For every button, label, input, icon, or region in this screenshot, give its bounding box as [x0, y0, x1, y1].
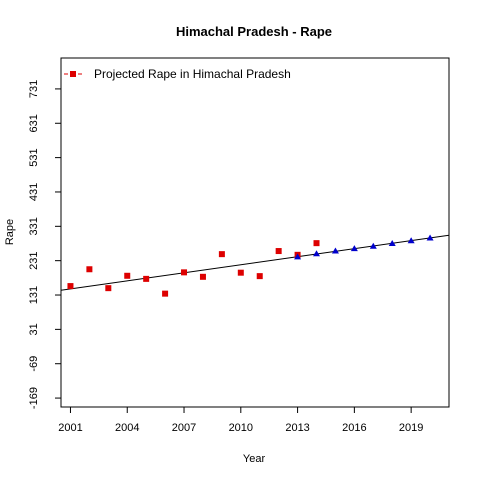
- y-axis-label: Rape: [4, 219, 16, 245]
- y-tick-label: 731: [28, 80, 40, 98]
- data-point-triangle: [426, 234, 434, 241]
- data-point-square: [199, 273, 206, 280]
- data-point-square: [256, 273, 263, 280]
- x-tick-label: 2004: [115, 422, 139, 434]
- plot-frame: [60, 57, 450, 408]
- data-point-triangle: [294, 253, 302, 260]
- chart-title: Himachal Pradesh - Rape: [176, 24, 332, 39]
- data-point-square: [162, 290, 169, 297]
- y-tick-label: 631: [28, 114, 40, 132]
- data-point-square: [86, 266, 93, 273]
- legend: Projected Rape in Himachal Pradesh: [64, 67, 291, 81]
- data-point-square: [105, 285, 112, 292]
- x-tick-label: 2001: [58, 422, 82, 434]
- y-tick-label: 431: [28, 183, 40, 201]
- data-point-square: [67, 283, 74, 290]
- x-tick-label: 2019: [399, 422, 423, 434]
- y-tick-label: 131: [28, 286, 40, 304]
- y-tick-label: 231: [28, 251, 40, 269]
- data-point-triangle: [331, 247, 339, 254]
- x-tick-label: 2010: [229, 422, 253, 434]
- x-tick-label: 2007: [172, 422, 196, 434]
- data-point-triangle: [388, 239, 396, 246]
- data-point-triangle: [407, 237, 415, 244]
- data-point-square: [143, 275, 150, 282]
- data-point-square: [124, 272, 131, 279]
- x-tick-label: 2013: [285, 422, 309, 434]
- data-points: [67, 234, 434, 297]
- data-point-triangle: [350, 245, 358, 252]
- y-tick-label: 531: [28, 148, 40, 166]
- data-point-triangle: [369, 242, 377, 249]
- data-point-square: [313, 240, 320, 247]
- y-tick-label: 31: [28, 323, 40, 335]
- y-tick-label: -69: [28, 356, 40, 372]
- y-axis: -169 -69 31 131 231 331 431 531 631 731: [28, 80, 61, 409]
- y-tick-label: 331: [28, 217, 40, 235]
- x-tick-label: 2016: [342, 422, 366, 434]
- legend-label: Projected Rape in Himachal Pradesh: [94, 67, 291, 81]
- trend-line: [60, 234, 450, 291]
- data-point-triangle: [313, 250, 321, 257]
- data-point-square: [237, 269, 244, 276]
- y-tick-label: -169: [28, 387, 40, 409]
- x-axis-label: Year: [243, 453, 266, 465]
- legend-marker: [70, 71, 76, 77]
- data-point-square: [218, 251, 225, 258]
- x-axis: 2001 2004 2007 2010 2013 2016 2019: [58, 407, 423, 434]
- data-point-square: [275, 248, 282, 255]
- data-point-square: [181, 269, 188, 276]
